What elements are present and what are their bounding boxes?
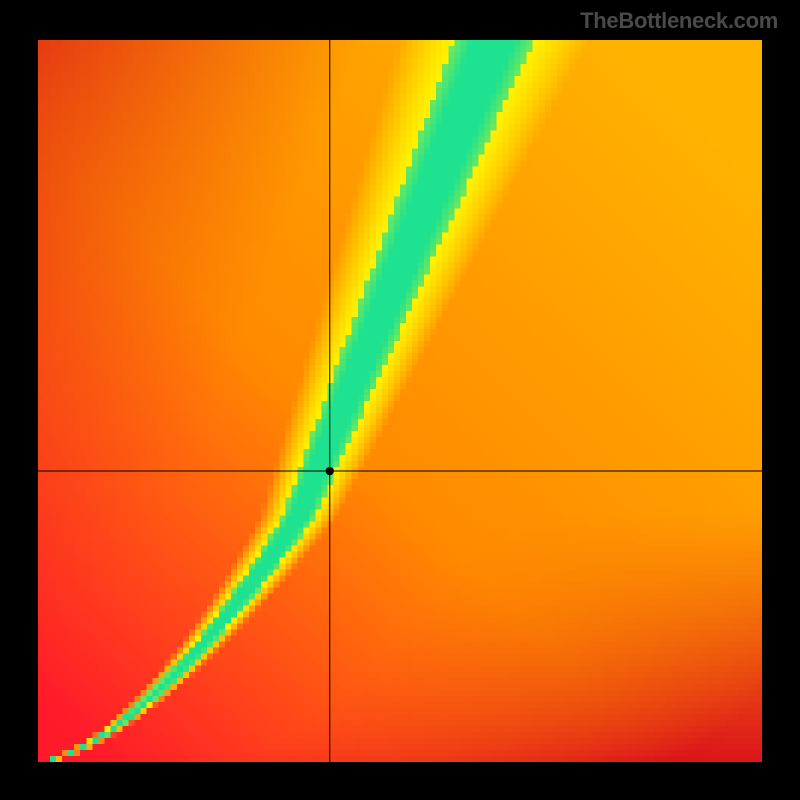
chart-container: TheBottleneck.com (0, 0, 800, 800)
watermark-text: TheBottleneck.com (580, 8, 778, 34)
heatmap-canvas (38, 40, 762, 762)
